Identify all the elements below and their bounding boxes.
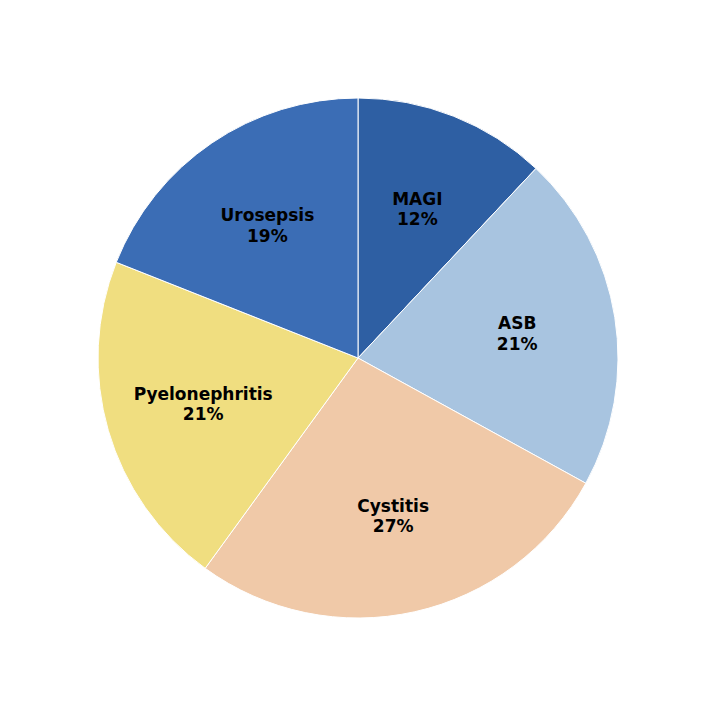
svg-text:Urosepsis19%: Urosepsis19% [221,205,315,245]
svg-text:Pyelonephritis21%: Pyelonephritis21% [134,384,273,424]
svg-text:ASB21%: ASB21% [497,313,538,353]
svg-text:Cystitis27%: Cystitis27% [357,496,429,536]
svg-text:MAGI12%: MAGI12% [392,189,442,229]
